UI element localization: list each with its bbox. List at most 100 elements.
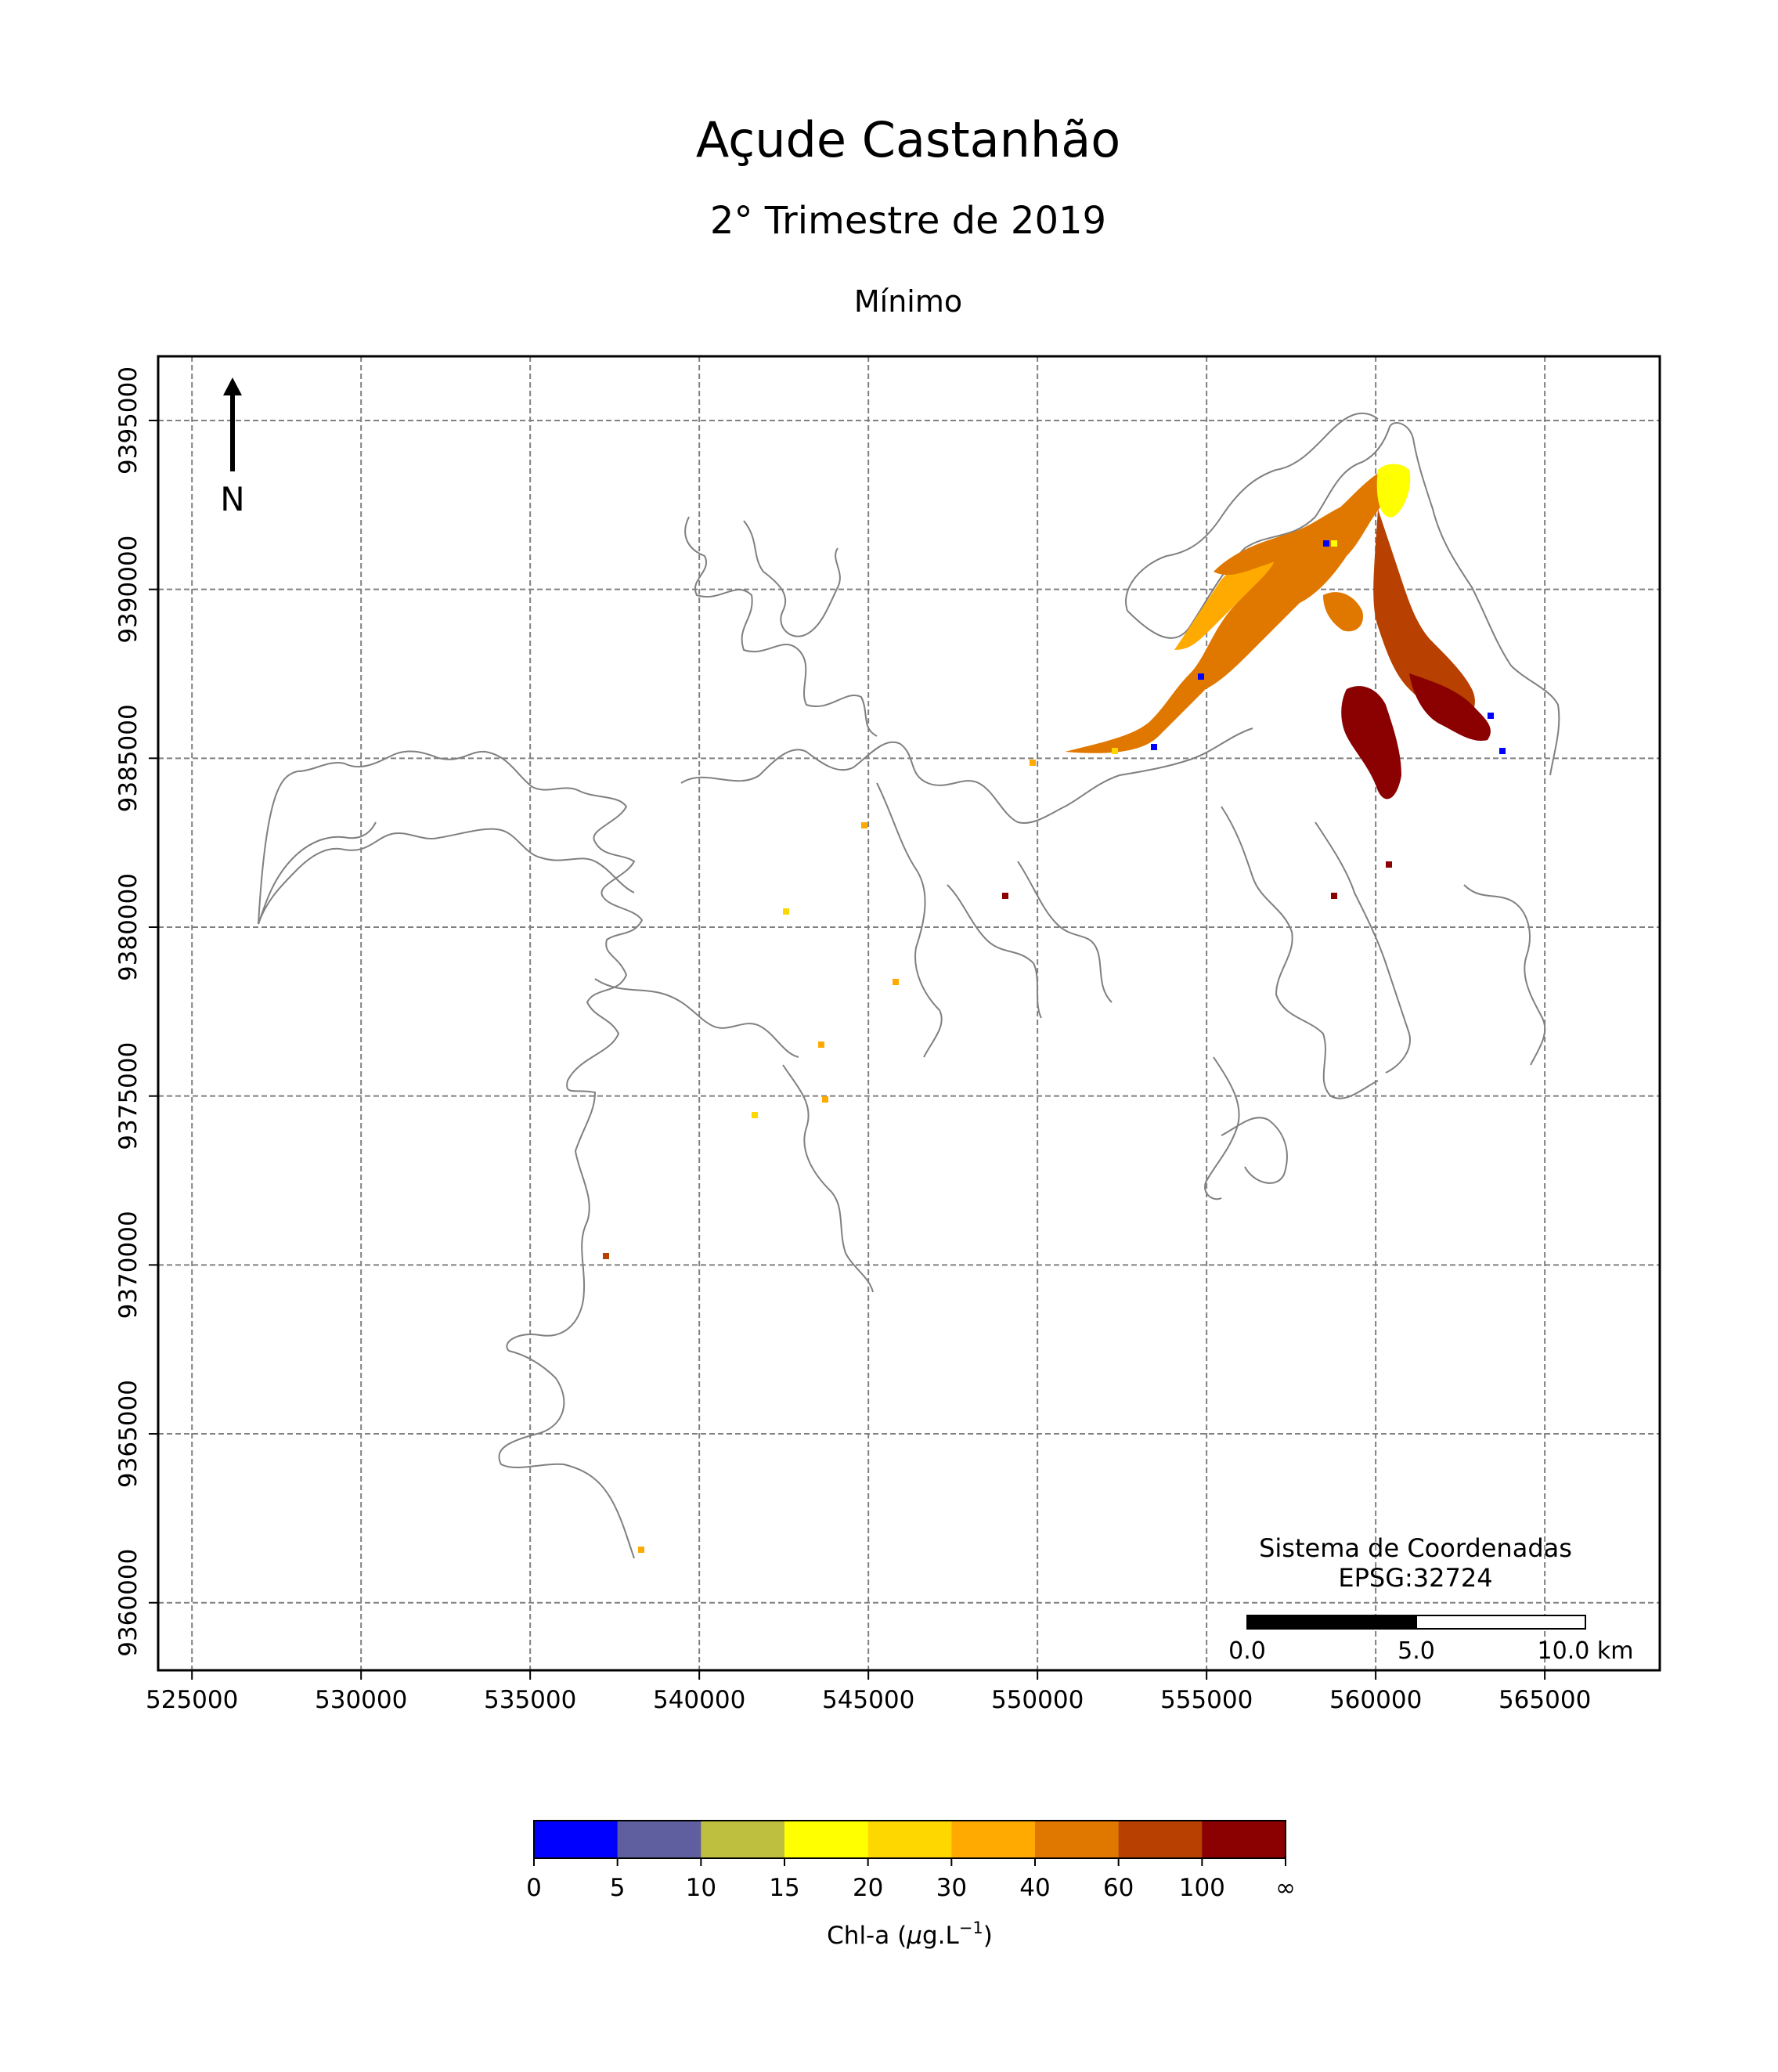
- colorbar-swatch: [617, 1821, 701, 1858]
- x-tick-label: 565000: [1498, 1686, 1591, 1714]
- colorbar-label: Chl-a (μg.L−1): [827, 1919, 993, 1950]
- colorbar-tick-label: 100: [1179, 1874, 1225, 1902]
- map-subtitle: 2° Trimestre de 2019: [710, 199, 1106, 243]
- map-panel: 525000 530000 535000 540000 545000 550000 5550…: [114, 355, 1661, 1714]
- outline-segment: [1125, 412, 1379, 612]
- raster-pixel: [1002, 893, 1008, 899]
- outline-segment: [743, 520, 841, 637]
- x-tick-label: 525000: [146, 1686, 238, 1714]
- colorbar-label-mu: μ: [906, 1922, 922, 1950]
- outline-segment: [1315, 821, 1411, 1074]
- colorbar-swatch: [1118, 1821, 1203, 1858]
- map-layers: [258, 412, 1560, 1559]
- colorbar-swatch: [701, 1821, 785, 1858]
- outline-segment: [1463, 884, 1546, 1066]
- scale-bar-label-1: 5.0: [1398, 1637, 1435, 1665]
- colorbar-label-exponent: −1: [959, 1919, 983, 1937]
- raster-pixel: [1112, 748, 1118, 754]
- outline-segment: [1221, 1117, 1288, 1184]
- raster-patch: [1409, 673, 1491, 741]
- scale-bar-black-segment: [1246, 1615, 1417, 1630]
- colorbar-swatches: [534, 1821, 1286, 1858]
- y-tick-label: 9390000: [114, 536, 142, 644]
- outline-segment: [258, 750, 644, 1559]
- crs-note: Sistema de Coordenadas EPSG:32724: [1259, 1533, 1572, 1593]
- raster-patch: [1376, 464, 1411, 518]
- colorbar-tick-label: 40: [1019, 1874, 1050, 1902]
- y-axis: 9360000 9365000 9370000 9375000 9380000 93850…: [114, 366, 158, 1657]
- raster-pixel: [1378, 783, 1384, 789]
- chlorophyll-raster: [603, 464, 1506, 1553]
- colorbar-tick-label: 5: [610, 1874, 626, 1902]
- raster-pixel: [783, 908, 789, 915]
- raster-patch: [1214, 501, 1360, 576]
- x-tick-label: 540000: [653, 1686, 745, 1714]
- north-arrow-icon: [223, 377, 242, 395]
- raster-pixel: [603, 1253, 609, 1259]
- colorbar-tick-label: 0: [526, 1874, 542, 1902]
- raster-pixel: [1331, 540, 1337, 547]
- x-tick-label: 535000: [484, 1686, 576, 1714]
- raster-pixel: [1323, 540, 1329, 547]
- outline-segment: [1017, 861, 1113, 1003]
- colorbar-ticks: 0 5 10 15 20 30 40 60 100 ∞: [526, 1858, 1296, 1902]
- colorbar-swatch: [534, 1821, 619, 1858]
- colorbar-frame: [533, 1820, 1286, 1859]
- outline-segment: [1204, 1056, 1240, 1200]
- colorbar-tick-label: ∞: [1275, 1874, 1296, 1902]
- outline-segment: [782, 1064, 874, 1293]
- raster-pixel: [1386, 861, 1392, 868]
- outline-segment: [1221, 806, 1379, 1099]
- y-tick-label: 9380000: [114, 873, 142, 981]
- raster-pixel: [638, 1547, 644, 1553]
- colorbar-swatch: [784, 1821, 869, 1858]
- scale-bar-label-2: 10.0 km: [1538, 1637, 1634, 1665]
- colorbar-swatch: [951, 1821, 1036, 1858]
- raster-pixel: [822, 1096, 828, 1103]
- scale-bar-label-0: 0.0: [1228, 1637, 1266, 1665]
- colorbar-label-unit: g.L: [922, 1922, 960, 1950]
- y-tick-label: 9375000: [114, 1042, 142, 1150]
- colorbar-swatch: [867, 1821, 952, 1858]
- y-tick-label: 9370000: [114, 1211, 142, 1319]
- raster-patch: [1373, 509, 1475, 720]
- raster-pixel: [1331, 893, 1337, 899]
- raster-pixel: [1488, 713, 1494, 719]
- raster-pixel: [1151, 744, 1157, 750]
- colorbar-tick-label: 30: [936, 1874, 967, 1902]
- colorbar-label-suffix: ): [983, 1922, 993, 1950]
- raster-pixel: [1198, 673, 1204, 680]
- crs-note-line1: Sistema de Coordenadas: [1259, 1533, 1572, 1563]
- colorbar-swatch: [1035, 1821, 1120, 1858]
- raster-pixel: [1499, 748, 1506, 754]
- crs-note-line2: EPSG:32724: [1338, 1563, 1492, 1593]
- x-axis: 525000 530000 535000 540000 545000 550000 5550…: [146, 1670, 1591, 1714]
- y-tick-label: 9365000: [114, 1380, 142, 1488]
- x-tick-label: 530000: [315, 1686, 407, 1714]
- raster-pixel: [818, 1041, 824, 1048]
- y-tick-label: 9395000: [114, 366, 142, 475]
- y-tick-label: 9385000: [114, 704, 142, 812]
- outline-segment: [876, 782, 943, 1058]
- reservoir-outline: [258, 412, 1560, 1559]
- scale-bar-white-segment: [1416, 1615, 1586, 1630]
- gridlines: [158, 356, 1660, 1670]
- outline-segment: [947, 884, 1042, 1019]
- map-frame: [157, 355, 1661, 1672]
- map-title: Açude Castanhão: [696, 111, 1120, 168]
- outline-segment: [680, 727, 1253, 824]
- north-arrow: N: [220, 377, 245, 518]
- raster-pixel: [752, 1112, 758, 1118]
- raster-pixel: [1030, 760, 1036, 766]
- outline-segment: [684, 516, 878, 737]
- colorbar-tick-label: 15: [769, 1874, 799, 1902]
- raster-pixel: [893, 979, 899, 985]
- x-tick-label: 545000: [822, 1686, 914, 1714]
- outline-segment: [258, 828, 635, 925]
- north-arrow-label: N: [220, 480, 244, 518]
- colorbar-tick-label: 10: [686, 1874, 716, 1902]
- outline-segment: [594, 978, 799, 1058]
- raster-patch: [1341, 686, 1401, 800]
- raster-pixel: [861, 822, 867, 828]
